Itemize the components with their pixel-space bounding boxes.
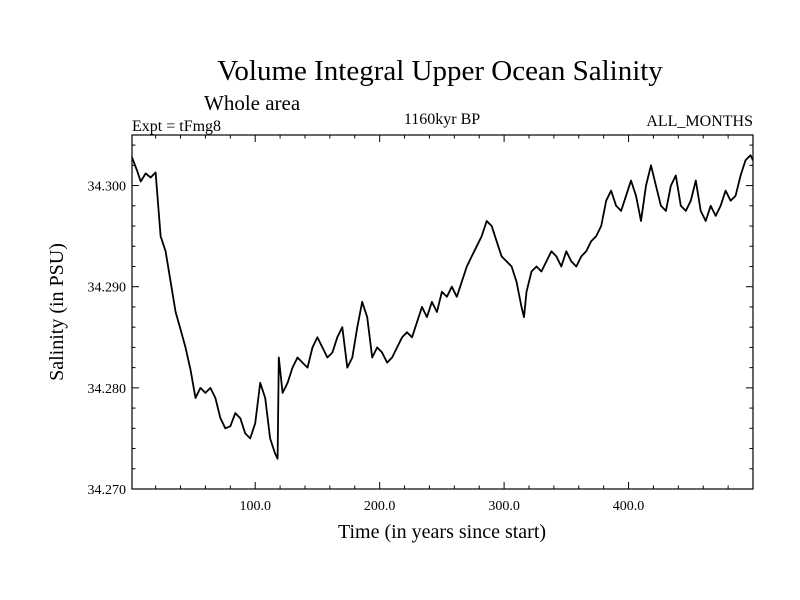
plot-frame — [131, 134, 754, 490]
axis-ticks — [132, 135, 753, 490]
y-axis-label: Salinity (in PSU) — [46, 243, 68, 381]
months-label: ALL_MONTHS — [646, 113, 753, 130]
y-tick-label: 34.270 — [88, 483, 127, 498]
y-tick-label: 34.280 — [88, 382, 127, 397]
period-label: 1160kyr BP — [404, 111, 480, 128]
chart-title: Volume Integral Upper Ocean Salinity — [217, 55, 663, 87]
chart-subtitle: Whole area — [204, 91, 301, 115]
x-tick-label: 200.0 — [364, 499, 396, 514]
x-tick-labels: 100.0 200.0 300.0 400.0 — [239, 499, 644, 514]
y-tick-label: 34.300 — [88, 180, 127, 195]
x-tick-label: 400.0 — [613, 499, 645, 514]
x-tick-label: 300.0 — [488, 499, 520, 514]
y-tick-labels: 34.270 34.280 34.290 34.300 — [88, 180, 127, 498]
y-tick-label: 34.290 — [88, 281, 127, 296]
x-axis-label: Time (in years since start) — [338, 521, 546, 543]
salinity-series-line — [131, 154, 754, 460]
experiment-label: Expt = tFmg8 — [132, 118, 221, 135]
x-tick-label: 100.0 — [239, 499, 271, 514]
